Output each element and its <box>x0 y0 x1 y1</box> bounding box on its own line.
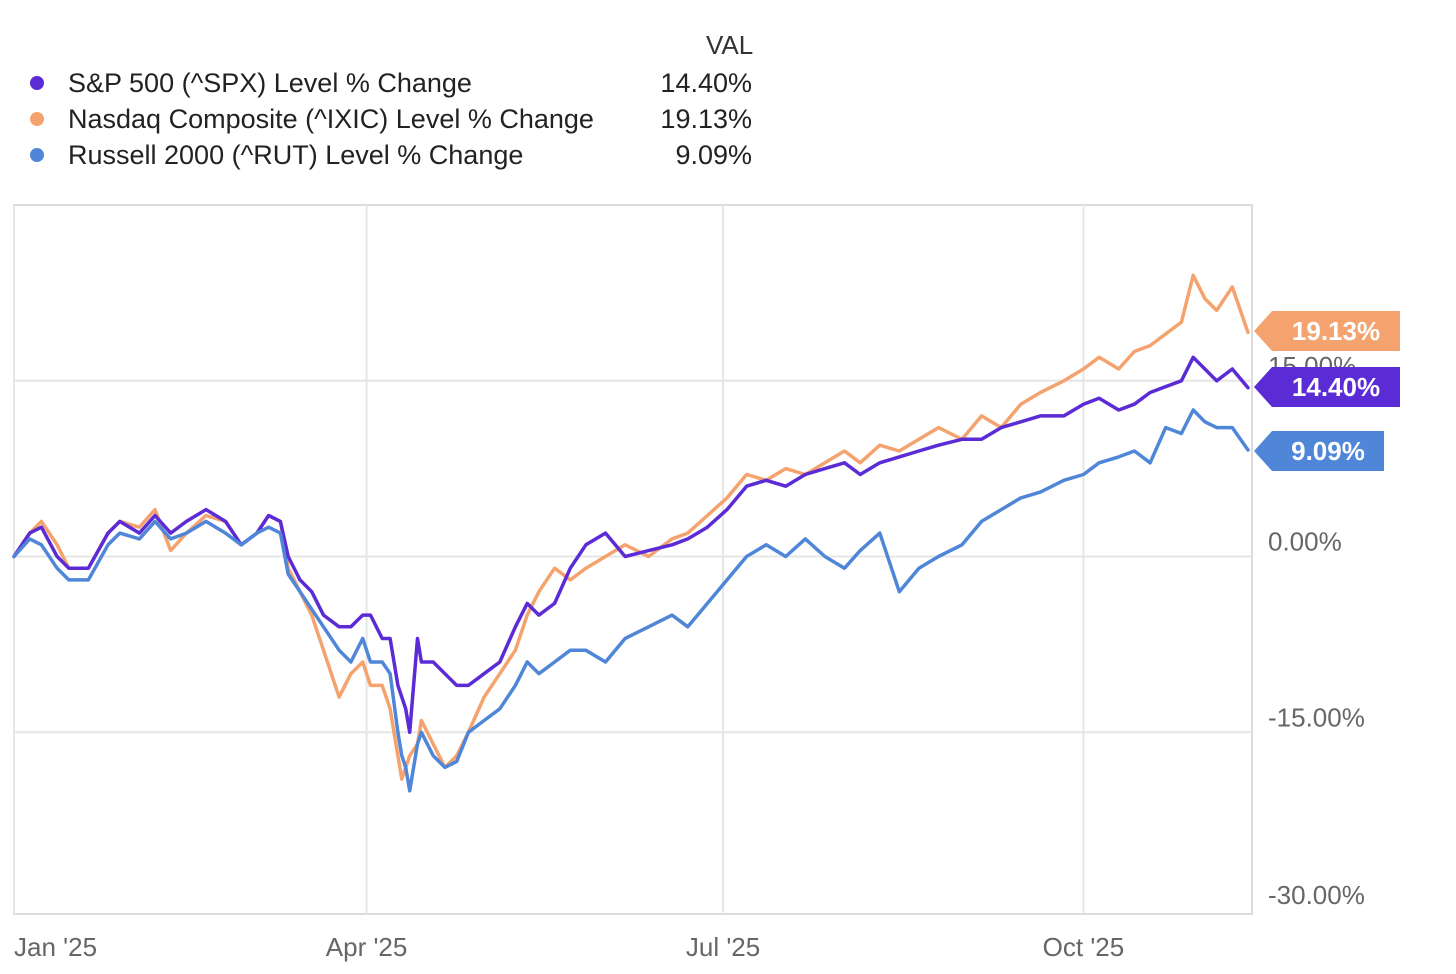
y-tick-label: -15.00% <box>1268 702 1365 732</box>
x-tick-label: Jul '25 <box>686 932 760 962</box>
x-axis: Jan '25 Apr '25 Jul '25 Oct '25 <box>14 932 1124 962</box>
series-line-2[interactable] <box>12 408 1250 793</box>
legend-item-spx[interactable]: S&P 500 (^SPX) Level % Change 14.40% <box>24 64 764 100</box>
legend-name-spx: S&P 500 (^SPX) Level % Change <box>68 68 472 98</box>
legend-dot-rut <box>30 148 44 162</box>
plot-frame <box>13 204 1253 915</box>
series-line-1[interactable] <box>12 355 1250 735</box>
legend-dot-spx <box>30 76 44 90</box>
end-tag-1 <box>1254 367 1400 407</box>
x-tick-label: Oct '25 <box>1043 932 1125 962</box>
legend-value-spx: 14.40% <box>660 68 752 98</box>
legend-name-ixic: Nasdaq Composite (^IXIC) Level % Change <box>68 104 594 134</box>
legend-item-ixic[interactable]: Nasdaq Composite (^IXIC) Level % Change … <box>24 100 764 136</box>
end-tag-2 <box>1254 431 1384 471</box>
y-tick-label: 0.00% <box>1268 527 1342 557</box>
end-tag-label: 9.09% <box>1291 436 1365 466</box>
legend-item-rut[interactable]: Russell 2000 (^RUT) Level % Change 9.09% <box>24 136 764 172</box>
end-labels: 19.13% 14.40% 9.09% <box>1254 311 1400 471</box>
legend-value-header: VAL <box>706 30 754 60</box>
y-axis: 15.00%0.00%-15.00%-30.00% <box>1268 351 1365 910</box>
end-tag-label: 14.40% <box>1292 372 1380 402</box>
series-lines <box>12 273 1250 793</box>
legend-value-rut: 9.09% <box>675 140 752 170</box>
x-tick-label: Jan '25 <box>14 932 97 962</box>
x-tick-label: Apr '25 <box>326 932 408 962</box>
end-tag-0 <box>1254 311 1400 351</box>
legend-value-ixic: 19.13% <box>660 104 752 134</box>
end-tag-label: 19.13% <box>1292 316 1380 346</box>
y-tick-label: -30.00% <box>1268 880 1365 910</box>
grid-lines <box>13 204 1253 915</box>
legend-dot-ixic <box>30 112 44 126</box>
legend-name-rut: Russell 2000 (^RUT) Level % Change <box>68 140 524 170</box>
